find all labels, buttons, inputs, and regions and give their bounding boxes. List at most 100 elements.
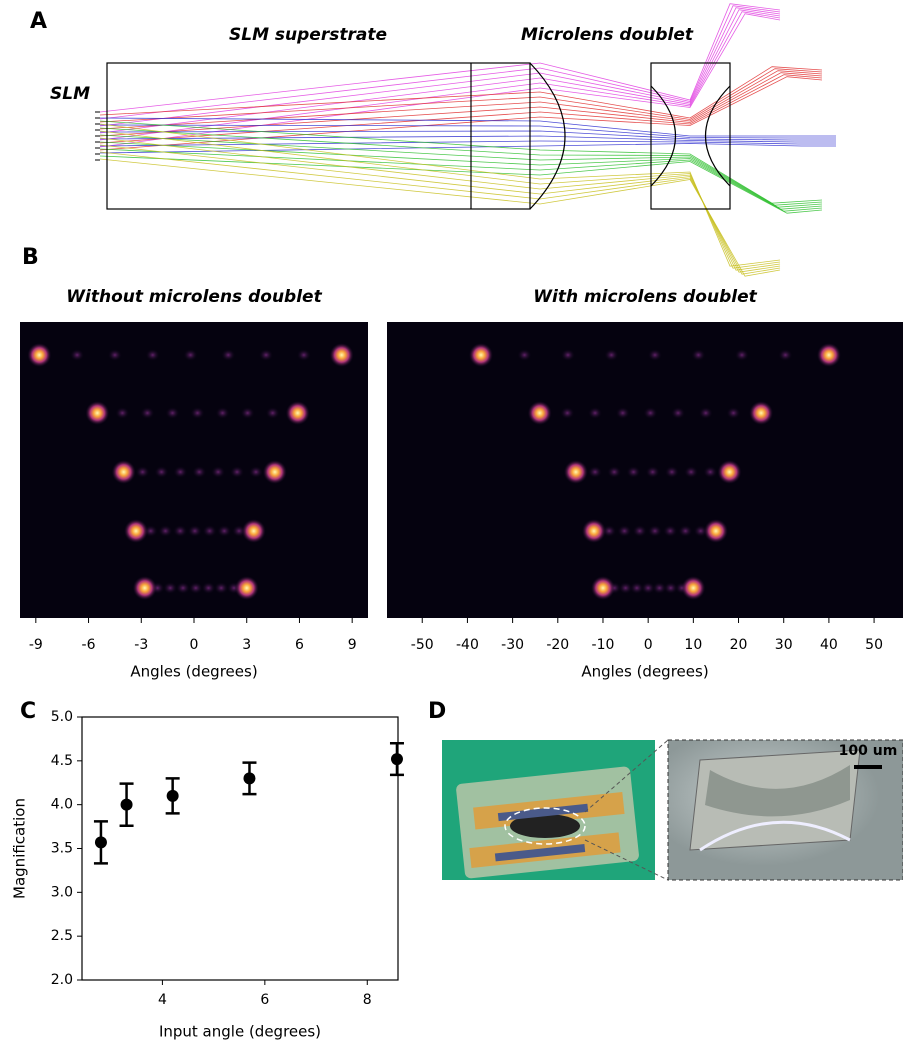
ray xyxy=(99,120,823,204)
side-lobe xyxy=(664,466,679,478)
side-lobe xyxy=(183,349,198,361)
lens-1 xyxy=(529,62,566,210)
side-lobe xyxy=(163,582,178,594)
side-lobe xyxy=(588,407,603,419)
ray xyxy=(99,13,781,148)
side-lobe xyxy=(726,407,741,419)
x-tick-label: 9 xyxy=(348,637,357,653)
side-lobe xyxy=(691,349,706,361)
side-lobe xyxy=(618,582,633,594)
chart-title: With microlens doublet xyxy=(533,287,757,307)
ray xyxy=(99,130,781,269)
side-lobe xyxy=(140,407,155,419)
side-lobe xyxy=(663,525,678,537)
spot xyxy=(590,576,615,600)
ray xyxy=(99,155,823,214)
side-lobe xyxy=(173,525,188,537)
side-lobe xyxy=(560,407,575,419)
point xyxy=(166,789,179,802)
panel-label: C xyxy=(20,699,36,724)
ray xyxy=(99,66,823,119)
superstrate xyxy=(106,62,531,210)
side-lobe xyxy=(607,466,622,478)
panel-label: A xyxy=(30,9,47,34)
side-lobe xyxy=(703,466,718,478)
spot xyxy=(816,343,841,367)
spot xyxy=(262,460,287,484)
x-axis-label: Angles (degrees) xyxy=(130,663,257,681)
x-tick-label: 8 xyxy=(363,992,372,1008)
side-lobe xyxy=(265,407,280,419)
side-lobe xyxy=(602,525,617,537)
ray xyxy=(99,117,836,137)
ray xyxy=(99,151,781,275)
lens-2 xyxy=(650,85,731,187)
y-tick-label: 2.0 xyxy=(51,972,73,988)
side-lobe xyxy=(643,407,658,419)
ray xyxy=(99,134,823,208)
x-tick-label: 0 xyxy=(190,637,199,653)
x-tick-label: -3 xyxy=(134,637,148,653)
x-tick-label: -6 xyxy=(82,637,96,653)
ray xyxy=(99,9,781,134)
ray xyxy=(99,144,781,273)
spot xyxy=(563,460,588,484)
spot xyxy=(329,343,354,367)
side-lobe xyxy=(517,349,532,361)
ray-diagram xyxy=(95,3,836,277)
side-lobe xyxy=(187,525,202,537)
side-lobe xyxy=(617,525,632,537)
side-lobe xyxy=(629,582,644,594)
side-lobe xyxy=(678,525,693,537)
side-lobe xyxy=(588,466,603,478)
ray xyxy=(99,76,823,151)
spot xyxy=(717,460,742,484)
y-tick-label: 2.5 xyxy=(51,928,73,944)
x-tick-label: 40 xyxy=(820,637,838,653)
slm-label: SLM xyxy=(50,84,90,104)
spot xyxy=(241,519,266,543)
ray xyxy=(99,143,836,154)
side-lobe xyxy=(647,349,662,361)
side-lobe xyxy=(145,349,160,361)
side-lobe xyxy=(604,349,619,361)
side-lobe xyxy=(173,466,188,478)
spot xyxy=(749,401,774,425)
panel-label: D xyxy=(428,699,446,724)
x-tick-label: 10 xyxy=(684,637,702,653)
x-tick-label: -30 xyxy=(501,637,524,653)
zoom-line xyxy=(584,839,669,881)
side-lobe xyxy=(158,525,173,537)
scale-bar-label: 100 um xyxy=(839,743,898,759)
superstrate-label: SLM superstrate xyxy=(229,25,387,45)
side-lobe xyxy=(626,466,641,478)
x-tick-label: 30 xyxy=(775,637,793,653)
side-lobe xyxy=(248,466,263,478)
spot xyxy=(85,401,110,425)
side-lobe xyxy=(214,582,229,594)
side-lobe xyxy=(778,349,793,361)
ray xyxy=(99,123,781,267)
x-axis-label: Angles (degrees) xyxy=(581,663,708,681)
ray xyxy=(99,130,836,141)
spot xyxy=(468,343,493,367)
side-lobe xyxy=(202,525,217,537)
spot xyxy=(681,576,706,600)
x-tick-label: -50 xyxy=(411,637,434,653)
y-tick-label: 4.0 xyxy=(51,797,73,813)
side-lobe xyxy=(560,349,575,361)
spot xyxy=(703,519,728,543)
side-lobe xyxy=(698,407,713,419)
side-lobe xyxy=(135,466,150,478)
side-lobe xyxy=(176,582,191,594)
side-lobe xyxy=(684,466,699,478)
side-lobe xyxy=(645,466,660,478)
spot xyxy=(132,576,157,600)
x-tick-label: 50 xyxy=(865,637,883,653)
side-lobe xyxy=(165,407,180,419)
side-lobe xyxy=(221,349,236,361)
x-tick-label: 6 xyxy=(295,637,304,653)
spot xyxy=(234,576,259,600)
spot xyxy=(111,460,136,484)
